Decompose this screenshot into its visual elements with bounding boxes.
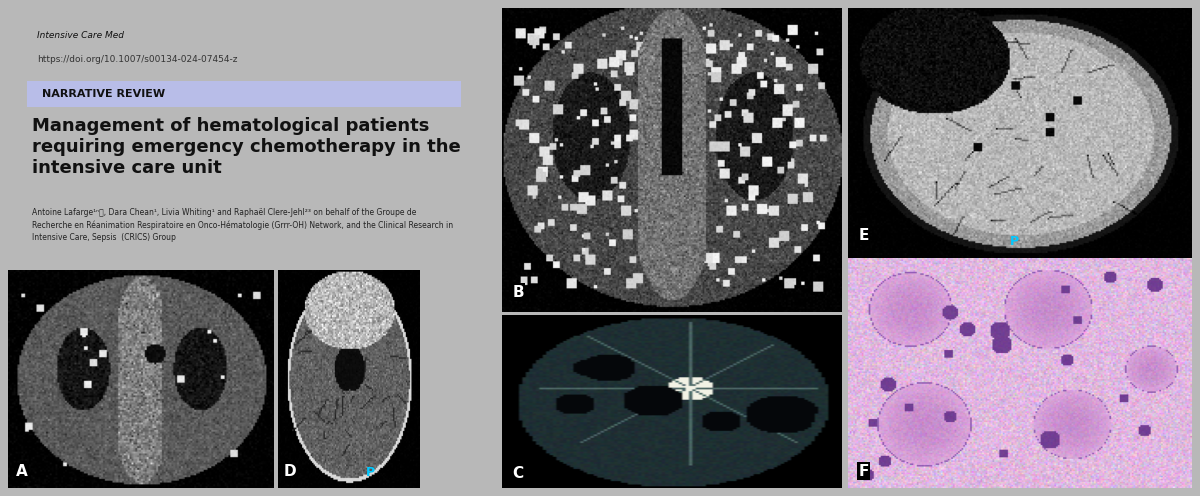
Text: Antoine Lafarge¹ⁿⓄ, Dara Chean¹, Livia Whiting¹ and Raphaël Clere-Jehl²³ on beha: Antoine Lafarge¹ⁿⓄ, Dara Chean¹, Livia W…	[32, 208, 454, 242]
Text: Intensive Care Med: Intensive Care Med	[37, 31, 124, 40]
Text: Management of hematological patients
requiring emergency chemotherapy in the
int: Management of hematological patients req…	[32, 117, 461, 178]
Text: P: P	[366, 466, 376, 479]
Text: B: B	[512, 285, 524, 300]
Text: NARRATIVE REVIEW: NARRATIVE REVIEW	[42, 89, 164, 99]
Text: C: C	[512, 466, 523, 481]
Text: D: D	[283, 464, 296, 479]
Text: E: E	[858, 228, 869, 243]
Text: F: F	[858, 464, 869, 479]
Text: A: A	[16, 464, 28, 479]
FancyBboxPatch shape	[28, 81, 461, 107]
Text: https://doi.org/10.1007/s00134-024-07454-z: https://doi.org/10.1007/s00134-024-07454…	[37, 55, 238, 64]
Text: P: P	[1009, 235, 1019, 248]
